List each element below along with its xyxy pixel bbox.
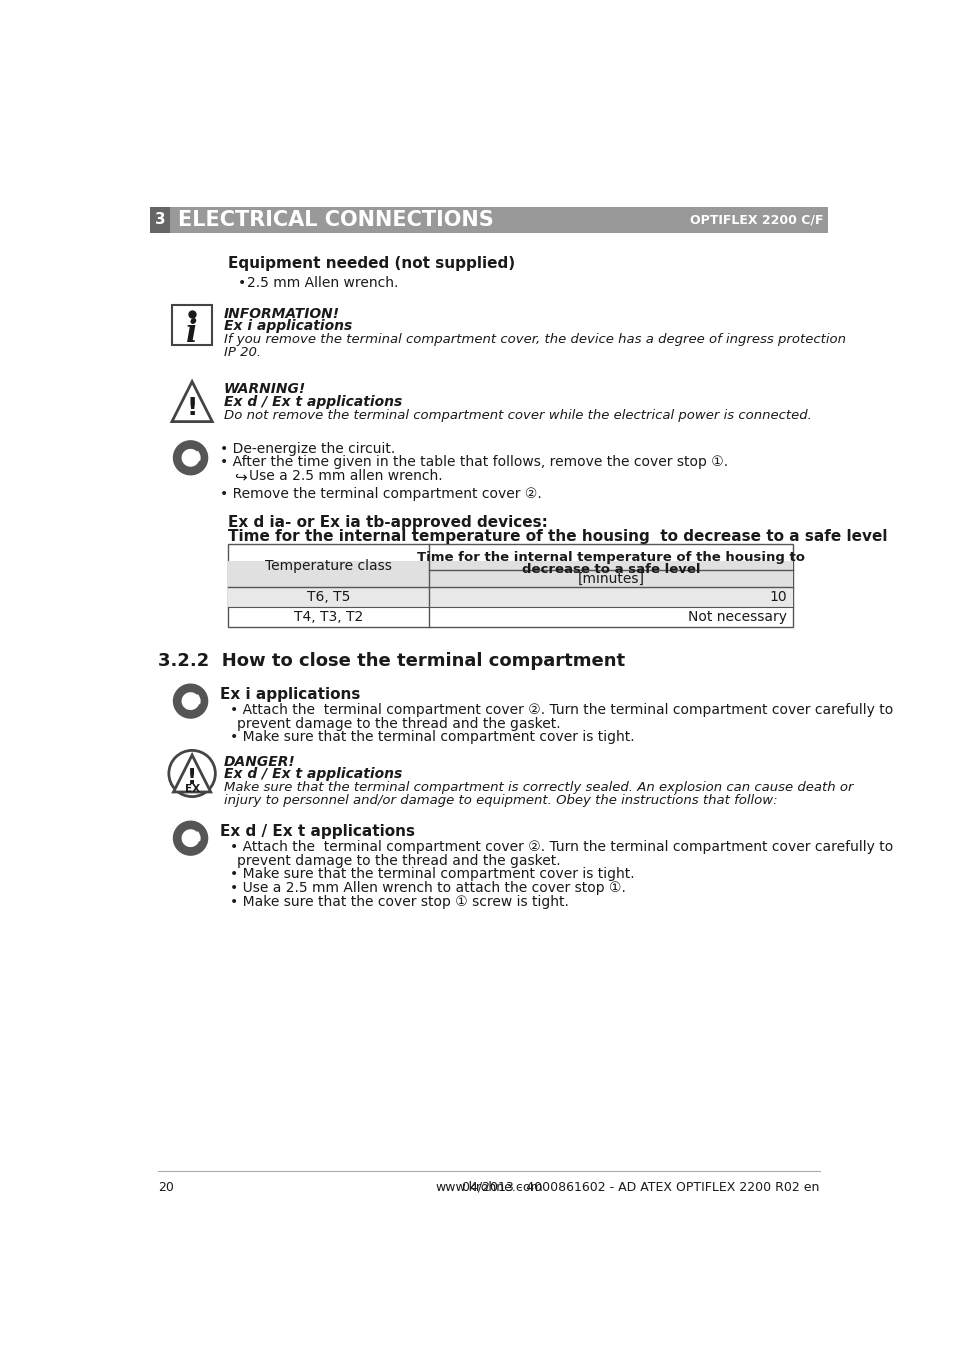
Text: !: ! xyxy=(186,396,197,420)
Circle shape xyxy=(181,830,200,847)
Text: • After the time given in the table that follows, remove the cover stop ①.: • After the time given in the table that… xyxy=(220,455,727,470)
Text: Do not remove the terminal compartment cover while the electrical power is conne: Do not remove the terminal compartment c… xyxy=(224,408,811,422)
Text: Ex d / Ex t applications: Ex d / Ex t applications xyxy=(224,394,402,408)
Text: Not necessary: Not necessary xyxy=(687,611,786,624)
Text: Time for the internal temperature of the housing  to decrease to a safe level: Time for the internal temperature of the… xyxy=(228,528,886,543)
Text: • Make sure that the terminal compartment cover is tight.: • Make sure that the terminal compartmen… xyxy=(230,731,634,744)
Text: injury to personnel and/or damage to equipment. Obey the instructions that follo: injury to personnel and/or damage to equ… xyxy=(224,794,777,808)
Text: decrease to a safe level: decrease to a safe level xyxy=(521,563,700,576)
Text: Ex i applications: Ex i applications xyxy=(220,688,360,703)
Polygon shape xyxy=(173,755,211,792)
Text: OPTIFLEX 2200 C/F: OPTIFLEX 2200 C/F xyxy=(690,213,822,227)
Text: Ex d / Ex t applications: Ex d / Ex t applications xyxy=(220,824,415,839)
Text: i: i xyxy=(186,319,197,350)
Text: prevent damage to the thread and the gasket.: prevent damage to the thread and the gas… xyxy=(236,716,560,731)
Text: www.krohne.com: www.krohne.com xyxy=(435,1181,542,1194)
FancyBboxPatch shape xyxy=(150,207,827,232)
Text: Equipment needed (not supplied): Equipment needed (not supplied) xyxy=(228,257,515,272)
Text: •: • xyxy=(237,276,246,290)
Text: Ex d / Ex t applications: Ex d / Ex t applications xyxy=(224,767,402,781)
Text: • Make sure that the cover stop ① screw is tight.: • Make sure that the cover stop ① screw … xyxy=(230,896,568,909)
Text: Use a 2.5 mm allen wrench.: Use a 2.5 mm allen wrench. xyxy=(249,469,442,484)
Text: [minutes]: [minutes] xyxy=(578,571,644,586)
Text: Time for the internal temperature of the housing to: Time for the internal temperature of the… xyxy=(416,551,804,565)
Text: ELECTRICAL CONNECTIONS: ELECTRICAL CONNECTIONS xyxy=(178,209,494,230)
Text: • Attach the  terminal compartment cover ②. Turn the terminal compartment cover : • Attach the terminal compartment cover … xyxy=(230,840,892,854)
Text: 10: 10 xyxy=(769,590,786,604)
Text: DANGER!: DANGER! xyxy=(224,755,295,769)
Text: • De-energize the circuit.: • De-energize the circuit. xyxy=(220,442,395,455)
Text: 2.5 mm Allen wrench.: 2.5 mm Allen wrench. xyxy=(247,276,398,290)
Text: Ex d ia- or Ex ia tb-approved devices:: Ex d ia- or Ex ia tb-approved devices: xyxy=(228,515,547,530)
Circle shape xyxy=(181,692,200,711)
Text: prevent damage to the thread and the gasket.: prevent damage to the thread and the gas… xyxy=(236,854,560,867)
Polygon shape xyxy=(172,381,212,422)
Circle shape xyxy=(173,821,208,855)
Text: If you remove the terminal compartment cover, the device has a degree of ingress: If you remove the terminal compartment c… xyxy=(224,334,845,346)
Text: 04/2013 - 4000861602 - AD ATEX OPTIFLEX 2200 R02 en: 04/2013 - 4000861602 - AD ATEX OPTIFLEX … xyxy=(462,1181,819,1194)
Text: IP 20.: IP 20. xyxy=(224,346,261,359)
Text: 3: 3 xyxy=(154,212,166,227)
Text: Ex i applications: Ex i applications xyxy=(224,319,352,334)
Text: WARNING!: WARNING! xyxy=(224,382,306,396)
Text: !: ! xyxy=(187,769,197,788)
Text: INFORMATION!: INFORMATION! xyxy=(224,307,339,322)
FancyBboxPatch shape xyxy=(150,207,171,232)
Text: EX: EX xyxy=(184,784,199,794)
Bar xyxy=(228,544,793,627)
Text: T4, T3, T2: T4, T3, T2 xyxy=(294,611,363,624)
Text: • Remove the terminal compartment cover ②.: • Remove the terminal compartment cover … xyxy=(220,488,541,501)
Text: Temperature class: Temperature class xyxy=(265,558,392,573)
Text: T6, T5: T6, T5 xyxy=(307,590,350,604)
Circle shape xyxy=(173,440,208,474)
Text: 3.2.2  How to close the terminal compartment: 3.2.2 How to close the terminal compartm… xyxy=(158,651,624,670)
Circle shape xyxy=(181,449,200,467)
Circle shape xyxy=(173,684,208,719)
Text: • Make sure that the terminal compartment cover is tight.: • Make sure that the terminal compartmen… xyxy=(230,867,634,881)
Bar xyxy=(228,561,793,588)
Text: ↪: ↪ xyxy=(233,469,247,485)
Text: • Attach the  terminal compartment cover ②. Turn the terminal compartment cover : • Attach the terminal compartment cover … xyxy=(230,703,892,716)
Text: • Use a 2.5 mm Allen wrench to attach the cover stop ①.: • Use a 2.5 mm Allen wrench to attach th… xyxy=(230,881,625,896)
Circle shape xyxy=(169,750,215,797)
Text: Make sure that the terminal compartment is correctly sealed. An explosion can ca: Make sure that the terminal compartment … xyxy=(224,781,853,794)
Text: 20: 20 xyxy=(158,1181,173,1194)
Bar xyxy=(228,588,793,607)
FancyBboxPatch shape xyxy=(172,304,212,345)
